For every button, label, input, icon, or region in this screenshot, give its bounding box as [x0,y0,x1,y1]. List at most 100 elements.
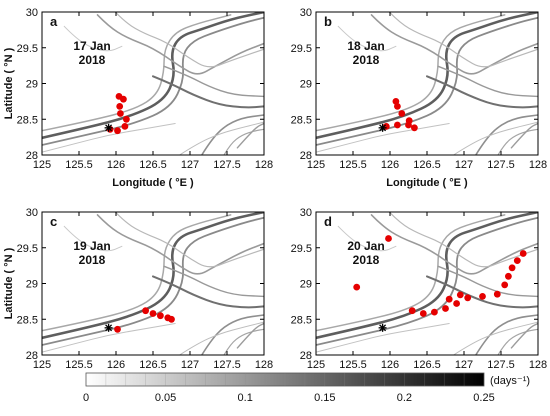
panel-year: 2018 [79,253,106,267]
spill-point [513,257,521,264]
ridge-line [475,114,538,155]
ridge-line [63,25,123,52]
ridge-field [42,12,264,155]
ridge-line [437,265,538,298]
ridge-line [426,275,538,309]
spill-point [411,124,418,132]
spill-point [123,115,130,123]
y-axis-label: Latitude ( °N ) [3,247,15,319]
panel-year: 2018 [353,53,380,67]
ridge-line [42,14,232,132]
y-tick-label: 28.5 [291,114,312,126]
x-tick-label: 125.5 [339,359,367,371]
marker-stroke [105,124,113,132]
spill-point [453,300,460,307]
x-tick-label: 125 [307,359,325,371]
ridge-line [42,12,264,140]
ridge-line [337,225,397,252]
y-tick-label: 28.5 [17,114,38,126]
spill-point [114,127,121,135]
x-tick-label: 126.5 [139,359,167,371]
ridge-line [453,321,538,355]
panel-d: 125 125.5 126 126.5 127 127.5 128 28 28.5 29 29.5 3… [291,207,548,371]
ridge-line [223,128,264,155]
panel-letter: c [50,214,57,229]
ridge-line [475,314,538,355]
spill-point [142,307,150,315]
marker-stroke [379,124,387,132]
ridge-line [163,65,264,98]
y-tick-label: 28.5 [17,314,38,326]
x-tick-label: 126 [107,159,125,171]
ridge-line [42,123,176,153]
x-tick-label: 127.5 [487,359,515,371]
x-tick-label: 127.5 [487,159,515,171]
panel-a: 125 125.5 126 126.5 127 127.5 128 28 28.5 29 29.5 3… [3,7,273,189]
colorbar-tick-label: 0.1 [238,392,253,404]
ridge-line [236,122,264,149]
colorbar-tick-label: 0.2 [397,392,412,404]
panel-date: 17 Jan [73,39,110,53]
ridge-line [497,328,538,355]
plot-background [42,12,264,155]
ridge-line [223,328,264,355]
y-tick-label: 30 [26,7,38,19]
plot-background [316,212,538,355]
x-tick-label: 127.5 [213,159,241,171]
plot-background [42,212,264,355]
colorbar: 0 0.05 0.1 0.15 0.2 0.25 (days⁻¹) [83,372,530,404]
x-tick-label: 125.5 [65,159,93,171]
panel-year: 2018 [353,253,380,267]
x-tick-label: 128 [529,359,547,371]
y-tick-label: 29 [26,279,38,291]
y-tick-label: 28 [26,350,38,362]
spill-point [117,110,124,117]
colorbar-tick-label: 0.25 [473,392,494,404]
spill-point [114,325,121,333]
ridge-line [316,12,538,140]
panel-letter: b [324,14,332,29]
spill-point [479,293,486,300]
marker-stroke [105,324,113,332]
colorbar-tick-label: 0.15 [314,392,335,404]
x-tick-label: 126 [107,359,125,371]
colorbar-tick-label: 0 [83,392,89,404]
ridge-line [388,12,538,68]
y-tick-label: 30 [26,207,38,219]
y-tick-label: 28 [300,150,312,162]
ridge-line [96,14,264,75]
ridge-line [497,128,538,155]
ridge-line [316,212,538,340]
x-tick-label: 127 [455,159,473,171]
colorbar-tick-label: 0.05 [155,392,176,404]
ridge-line [453,121,538,155]
x-tick-label: 126 [381,159,399,171]
spill-point [157,312,164,320]
y-tick-label: 28 [26,150,38,162]
colorbar-unit-label: (days⁻¹) [490,375,530,387]
source-marker-icon [378,123,387,132]
panel-date: 20 Jan [347,239,384,253]
ridge-field [42,212,264,355]
ridge-line [337,25,397,52]
spill-particles [382,98,418,132]
ridge-line [370,14,538,75]
y-tick-label: 29.5 [291,243,312,255]
spill-point [385,235,392,242]
panel-year: 2018 [79,53,106,67]
ridge-line [437,65,538,98]
x-tick-label: 126.5 [413,159,441,171]
y-tick-label: 29 [300,79,312,91]
ridge-line [152,275,264,309]
spill-point [121,123,129,130]
spill-point [394,121,401,129]
spill-point [168,315,175,323]
ridge-field [316,12,538,155]
ridge-line [316,14,506,132]
plot-background [316,12,538,155]
y-tick-label: 30 [300,207,312,219]
x-tick-label: 125 [33,159,51,171]
spill-point [445,295,453,303]
x-tick-label: 125.5 [339,159,367,171]
